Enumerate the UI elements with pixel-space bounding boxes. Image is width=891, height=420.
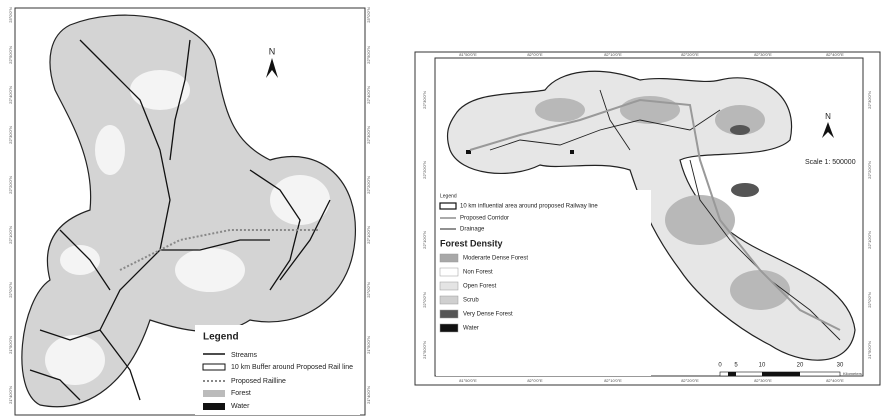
left-north-label: N: [269, 46, 276, 56]
legend-item: Streams: [231, 352, 258, 359]
scale-tick: 20: [797, 363, 804, 369]
lat-label: 22°10'0"N: [8, 226, 13, 244]
lon-label: 81°50'0"E: [459, 378, 477, 383]
legend-item: Proposed Railline: [231, 378, 286, 385]
lat-label: 22°40'0"N: [8, 86, 13, 104]
lon-label: 82°40'0"E: [826, 378, 844, 383]
legend-item: 10 km influential area around proposed R…: [460, 204, 598, 210]
left-legend-title: Legend: [203, 332, 239, 343]
legend-item: Drainage: [460, 227, 485, 233]
legend-swatch: [440, 310, 458, 318]
lat-label: 22°20'0"N: [422, 161, 427, 179]
legend-swatch: [203, 364, 225, 370]
lon-label: 82°20'0"E: [681, 52, 699, 57]
lat-label: 21°50'0"N: [8, 336, 13, 354]
lat-label: 22°30'0"N: [422, 91, 427, 109]
lat-label: 21°40'0"N: [8, 386, 13, 404]
legend-swatch: [440, 268, 458, 276]
lon-label: 82°0'0"E: [527, 378, 543, 383]
lat-label: 22°30'0"N: [8, 126, 13, 144]
lat-label: 22°0'0"N: [366, 282, 371, 298]
scale-bar: [728, 372, 736, 376]
lat-label: 22°40'0"N: [366, 86, 371, 104]
lon-label: 81°50'0"E: [459, 52, 477, 57]
lat-label: 22°20'0"N: [8, 176, 13, 194]
legend-swatch: [440, 203, 456, 209]
lat-label: 22°30'0"N: [366, 126, 371, 144]
lat-label: 23°0'0"N: [8, 7, 13, 23]
legend-item: Very Dense Forest: [463, 312, 513, 318]
lat-label: 23°0'0"N: [366, 7, 371, 23]
legend-item: Water: [231, 403, 250, 410]
map-figure: Legend N N Scale 1: 500000 Legend Forest…: [0, 0, 891, 420]
legend-item: Forest: [231, 390, 251, 397]
scale-unit: Kilometers: [843, 371, 862, 376]
legend-item: 10 km Buffer around Proposed Rail line: [231, 364, 353, 371]
lat-label: 22°10'0"N: [867, 231, 872, 249]
scale-text: Scale 1: 500000: [805, 159, 856, 166]
lat-label: 21°40'0"N: [366, 386, 371, 404]
lat-label: 22°50'0"N: [366, 46, 371, 64]
lat-label: 22°30'0"N: [867, 91, 872, 109]
lon-label: 82°10'0"E: [604, 378, 622, 383]
density-title: Forest Density: [440, 238, 503, 248]
lon-label: 82°10'0"E: [604, 52, 622, 57]
legend-swatch: [440, 296, 458, 304]
lat-label: 22°0'0"N: [422, 292, 427, 308]
legend-item: Proposed Corridor: [460, 216, 509, 222]
lat-label: 22°0'0"N: [8, 282, 13, 298]
lat-label: 22°0'0"N: [867, 292, 872, 308]
lon-label: 82°30'0"E: [754, 52, 772, 57]
legend-swatch: [203, 390, 225, 397]
legend-swatch: [440, 324, 458, 332]
right-north-label: N: [825, 112, 831, 121]
scale-tick: 10: [759, 363, 766, 369]
lat-label: 21°50'0"N: [422, 341, 427, 359]
lon-label: 82°20'0"E: [681, 378, 699, 383]
lat-label: 22°10'0"N: [366, 226, 371, 244]
legend-swatch: [440, 282, 458, 290]
legend-item: Water: [463, 326, 479, 332]
scale-tick: 30: [837, 363, 844, 369]
lat-label: 22°20'0"N: [867, 161, 872, 179]
lon-label: 82°30'0"E: [754, 378, 772, 383]
lon-label: 82°0'0"E: [527, 52, 543, 57]
lat-label: 22°10'0"N: [422, 231, 427, 249]
legend-item: Non Forest: [463, 270, 493, 276]
legend-item: Scrub: [463, 298, 479, 304]
legend-swatch: [203, 403, 225, 410]
legend-item: Moderarte Dense Forest: [463, 256, 528, 262]
legend-item: Open Forest: [463, 284, 497, 290]
lat-label: 21°50'0"N: [867, 341, 872, 359]
lat-label: 22°50'0"N: [8, 46, 13, 64]
lat-label: 21°50'0"N: [366, 336, 371, 354]
right-legend-title: Legend: [440, 193, 457, 199]
legend-swatch: [440, 254, 458, 262]
lon-label: 82°40'0"E: [826, 52, 844, 57]
lat-label: 22°20'0"N: [366, 176, 371, 194]
scale-bar: [762, 372, 800, 376]
